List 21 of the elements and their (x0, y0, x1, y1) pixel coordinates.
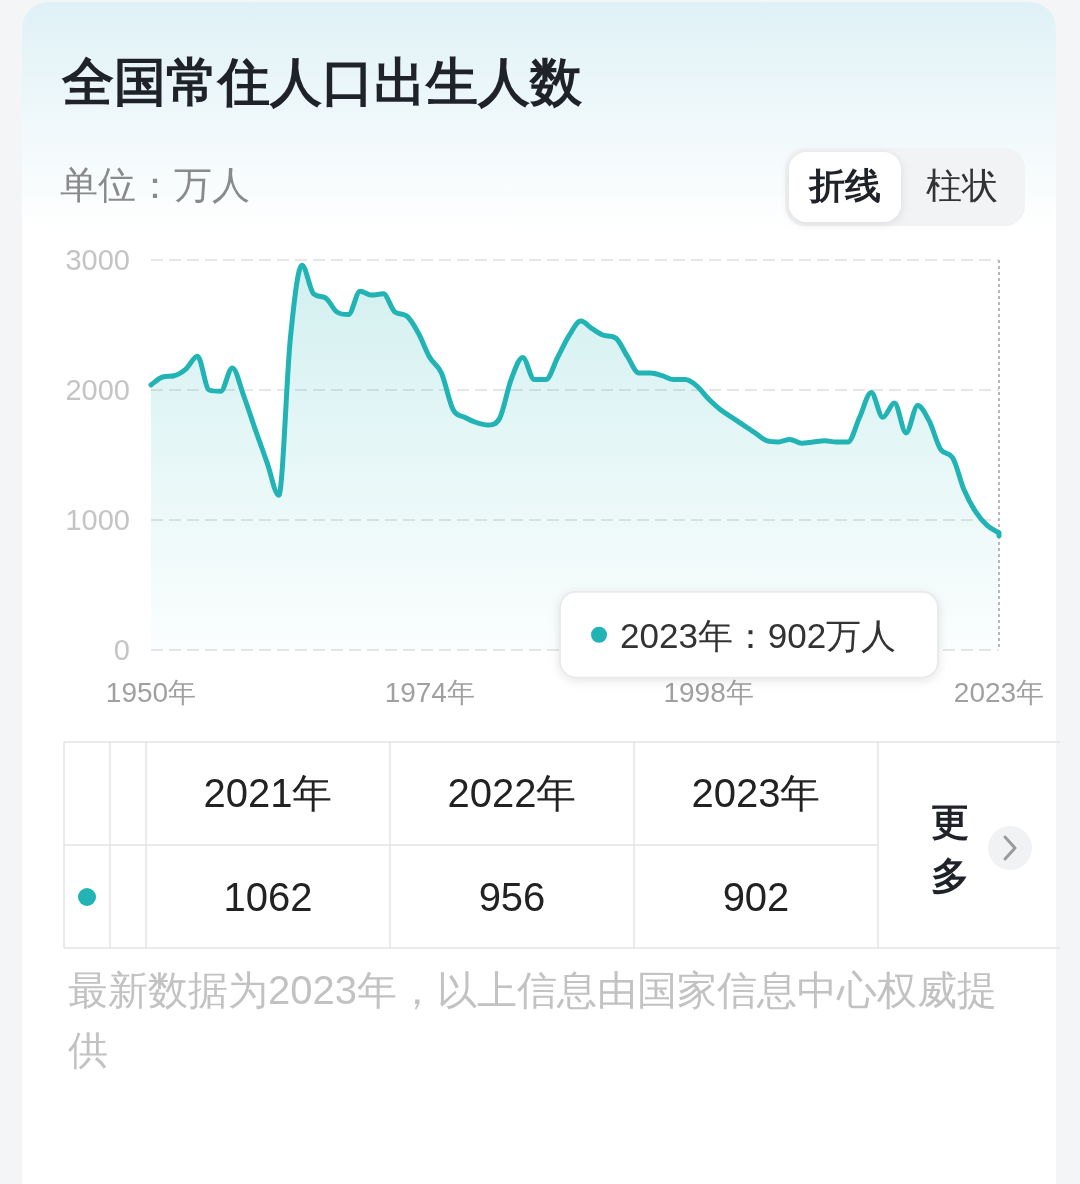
x-tick-label: 1950年 (105, 677, 197, 708)
text: 1062 (223, 875, 313, 919)
text: 更多 (931, 801, 969, 897)
x-tick-label: 2023年 (953, 677, 1045, 708)
text: 956 (478, 875, 546, 919)
text: 折线 (807, 165, 881, 206)
annotation: 2023年：902万人 (620, 615, 897, 655)
x-tick-label: 1998年 (663, 677, 754, 708)
text: 2022年 (447, 771, 577, 815)
y-tick-label: 2000 (65, 374, 130, 406)
text: 902 (722, 875, 790, 919)
y-tick-label: 1000 (65, 504, 130, 536)
text: 柱状 (926, 165, 998, 206)
text: 最新数据为2023年，以上信息由国家信息中心权威提供 (68, 967, 998, 1074)
text: 2021年 (203, 771, 333, 815)
x-tick-label: 1974年 (384, 677, 475, 708)
y-tick-label: 0 (113, 634, 130, 666)
y-axis-title: 单位：万人 (60, 164, 250, 206)
chart-title: 全国常住人口出生人数 (61, 53, 583, 111)
y-tick-label: 3000 (65, 244, 130, 276)
text: 2023年 (691, 771, 821, 815)
